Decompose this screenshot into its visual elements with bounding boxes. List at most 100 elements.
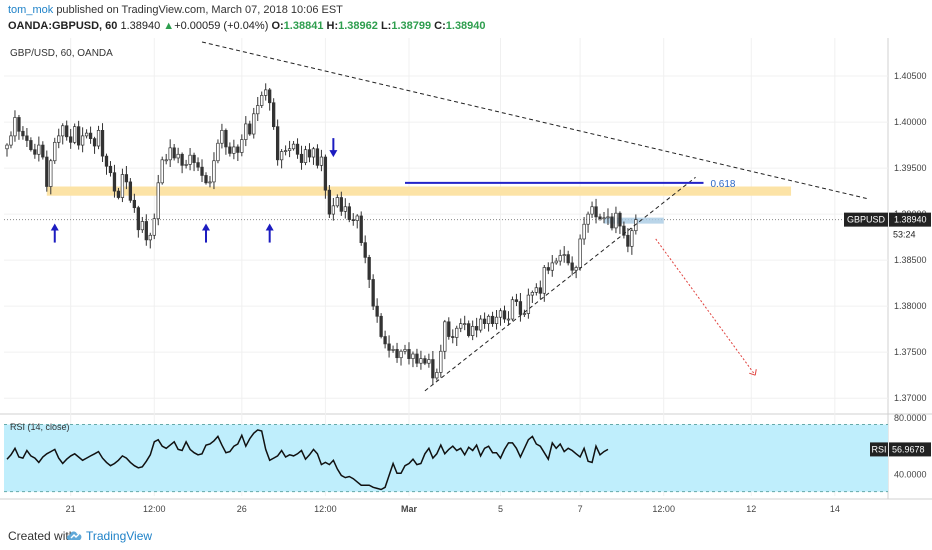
candle-body[interactable]	[486, 315, 491, 324]
candle-body[interactable]	[168, 147, 172, 161]
candle-body[interactable]	[61, 125, 65, 137]
candle-body[interactable]	[582, 223, 586, 240]
candle-body[interactable]	[474, 326, 479, 331]
candle-body[interactable]	[562, 254, 566, 256]
candle-body[interactable]	[248, 123, 252, 135]
candle-body[interactable]	[622, 225, 626, 236]
candle-body[interactable]	[208, 181, 212, 184]
candle-body[interactable]	[463, 323, 467, 325]
candle-body[interactable]	[598, 216, 602, 220]
candle-body[interactable]	[534, 287, 538, 293]
candle-body[interactable]	[359, 215, 363, 243]
candle-body[interactable]	[554, 260, 558, 264]
candle-body[interactable]	[144, 221, 148, 241]
candle-body[interactable]	[459, 323, 463, 329]
candle-body[interactable]	[315, 148, 320, 166]
candle-body[interactable]	[236, 146, 240, 153]
candle-body[interactable]	[204, 175, 208, 184]
candle-body[interactable]	[319, 156, 324, 166]
candle-body[interactable]	[291, 143, 296, 150]
candle-body[interactable]	[120, 174, 125, 198]
candle-body[interactable]	[399, 350, 403, 359]
candle-body[interactable]	[252, 113, 256, 135]
candle-body[interactable]	[172, 147, 176, 159]
candle-body[interactable]	[502, 310, 507, 320]
candle-body[interactable]	[443, 321, 447, 352]
candle-body[interactable]	[57, 135, 61, 143]
candle-body[interactable]	[240, 139, 244, 153]
candle-body[interactable]	[176, 153, 180, 159]
candle-body[interactable]	[586, 213, 590, 225]
candle-body[interactable]	[112, 172, 117, 192]
candle-body[interactable]	[590, 206, 594, 215]
candle-body[interactable]	[29, 140, 33, 151]
candle-body[interactable]	[128, 181, 133, 201]
candle-body[interactable]	[506, 318, 511, 321]
candle-body[interactable]	[614, 212, 618, 229]
candle-body[interactable]	[331, 205, 336, 215]
candle-body[interactable]	[387, 343, 391, 351]
candle-body[interactable]	[371, 279, 375, 307]
candle-body[interactable]	[566, 254, 570, 264]
candle-body[interactable]	[244, 123, 248, 140]
candle-body[interactable]	[542, 267, 546, 294]
candle-body[interactable]	[307, 149, 312, 158]
candle-body[interactable]	[299, 153, 304, 163]
candle-body[interactable]	[522, 313, 527, 315]
candle-body[interactable]	[518, 301, 523, 315]
candle-body[interactable]	[395, 349, 399, 359]
candle-body[interactable]	[482, 318, 487, 324]
candle-body[interactable]	[180, 153, 184, 166]
candle-body[interactable]	[37, 144, 41, 155]
candle-body[interactable]	[49, 160, 53, 187]
candle-body[interactable]	[351, 219, 355, 221]
candle-body[interactable]	[156, 182, 160, 220]
candle-body[interactable]	[92, 138, 97, 147]
candle-body[interactable]	[570, 262, 574, 271]
candle-body[interactable]	[419, 358, 423, 364]
candle-body[interactable]	[498, 310, 503, 318]
candle-body[interactable]	[594, 206, 598, 218]
candle-body[interactable]	[558, 255, 562, 262]
candle-body[interactable]	[471, 326, 475, 336]
candle-body[interactable]	[514, 299, 519, 302]
candle-body[interactable]	[196, 162, 200, 168]
candle-body[interactable]	[53, 141, 57, 162]
candle-body[interactable]	[80, 135, 85, 146]
candle-body[interactable]	[339, 197, 343, 212]
candle-body[interactable]	[602, 217, 606, 220]
candle-body[interactable]	[379, 315, 383, 337]
candle-body[interactable]	[347, 206, 351, 220]
candle-body[interactable]	[411, 353, 415, 359]
candle-body[interactable]	[100, 130, 105, 157]
candle-body[interactable]	[69, 136, 73, 143]
candle-body[interactable]	[184, 164, 188, 166]
candle-body[interactable]	[375, 305, 379, 317]
candle-body[interactable]	[578, 238, 582, 268]
candle-body[interactable]	[455, 327, 459, 338]
candle-body[interactable]	[140, 221, 144, 231]
projection-arrow[interactable]	[655, 238, 756, 376]
candle-body[interactable]	[478, 318, 483, 331]
candle-body[interactable]	[327, 189, 332, 215]
support-zone[interactable]	[46, 186, 792, 196]
candle-body[interactable]	[427, 359, 431, 364]
candle-body[interactable]	[25, 135, 29, 141]
candle-body[interactable]	[407, 349, 411, 359]
candle-body[interactable]	[188, 154, 192, 165]
candle-body[interactable]	[335, 197, 339, 207]
candle-body[interactable]	[343, 206, 347, 212]
candle-body[interactable]	[200, 166, 204, 176]
candle-body[interactable]	[530, 291, 535, 296]
candle-body[interactable]	[33, 149, 37, 155]
candle-body[interactable]	[160, 159, 164, 184]
candle-body[interactable]	[272, 102, 276, 128]
candle-body[interactable]	[626, 234, 630, 247]
candle-body[interactable]	[212, 160, 216, 183]
candle-body[interactable]	[606, 216, 610, 219]
candle-body[interactable]	[391, 349, 395, 351]
author-link[interactable]: tom_mok	[8, 4, 54, 16]
descending-trendline[interactable]	[201, 41, 867, 199]
candle-body[interactable]	[41, 144, 45, 158]
candle-body[interactable]	[279, 151, 284, 161]
